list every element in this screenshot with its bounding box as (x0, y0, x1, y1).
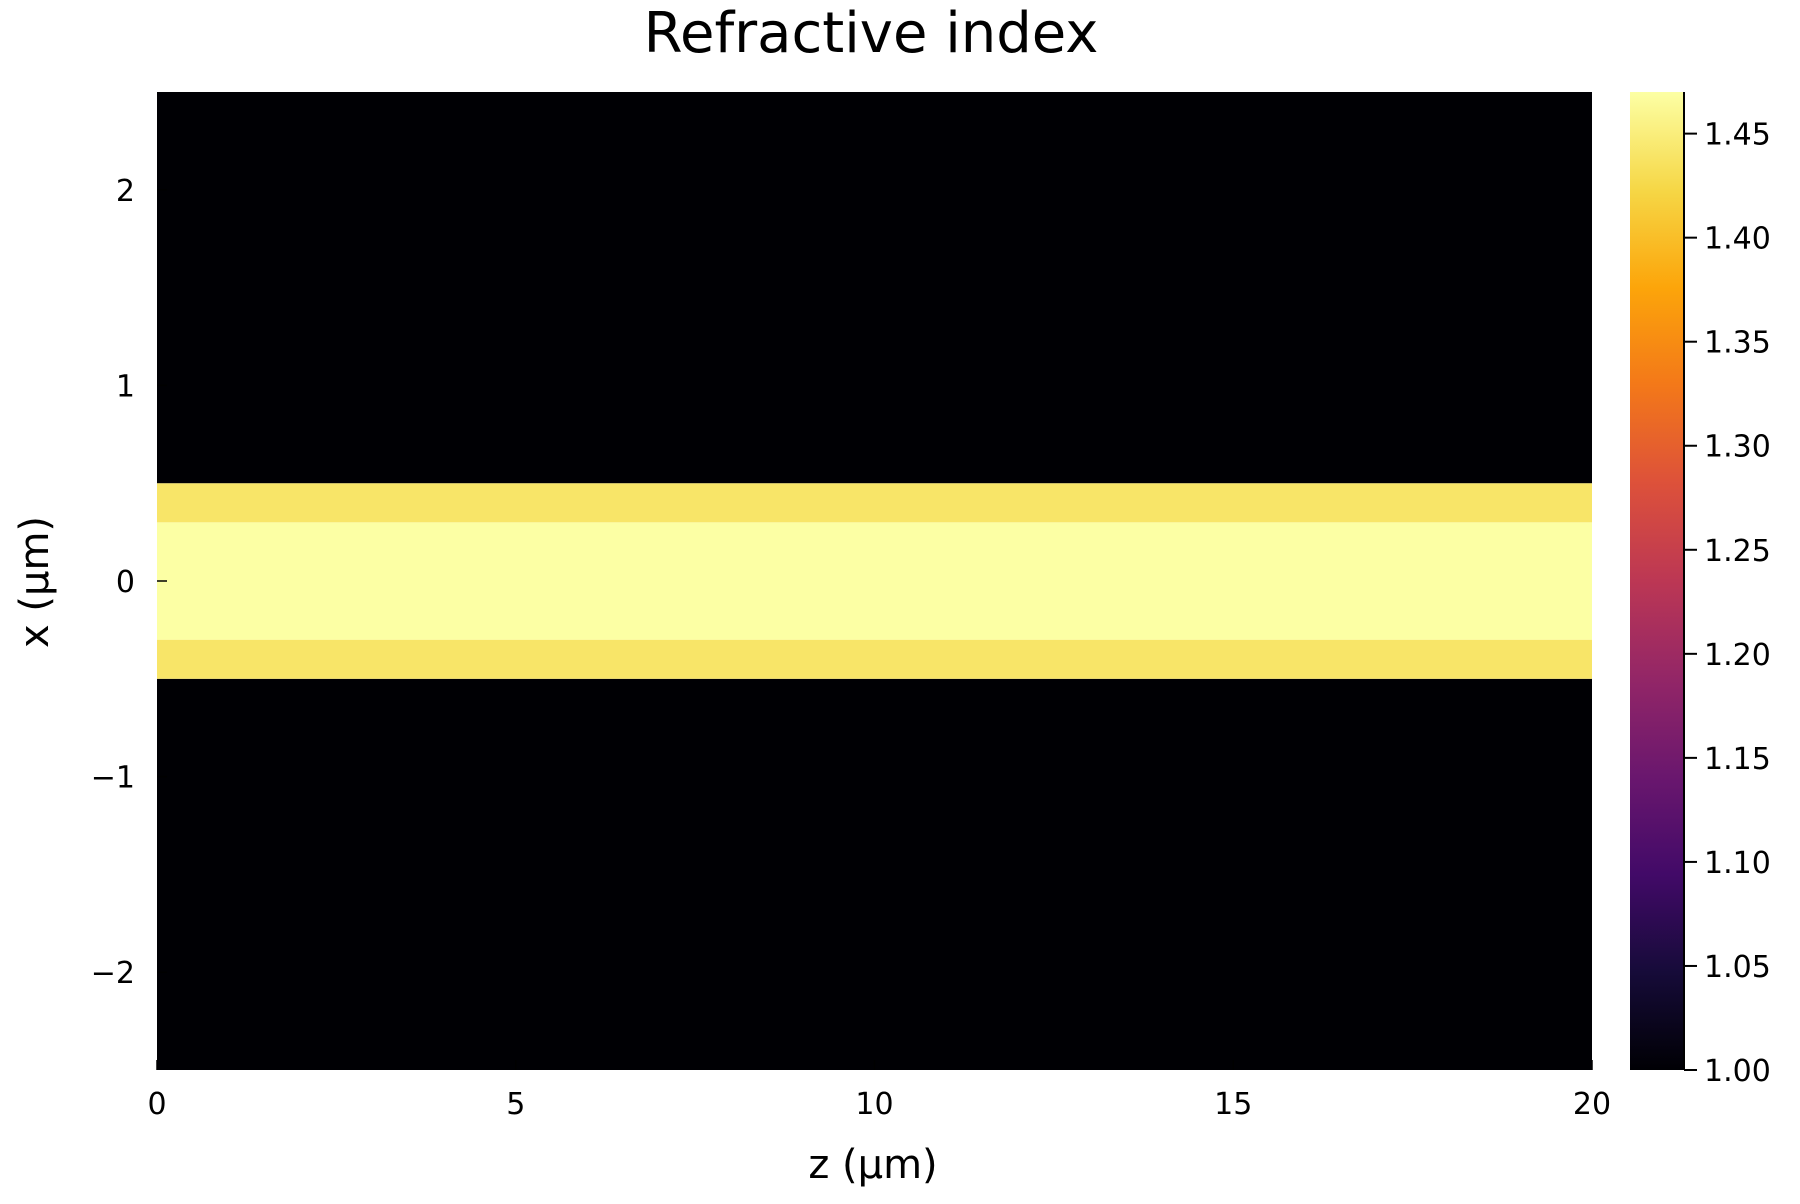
colorbar-gradient (1630, 92, 1684, 1070)
x-tick-label: 5 (506, 1087, 525, 1122)
x-tick-label: 10 (855, 1087, 893, 1122)
colorbar-ticks: 1.00 1.05 1.10 1.15 1.20 1.25 1.30 1.35 1.40 1.45 (1684, 118, 1771, 1089)
heatmap-band-4 (157, 92, 1592, 484)
heatmap-band-0 (157, 678, 1592, 1070)
colorbar-tick-label: 1.45 (1704, 118, 1771, 153)
heatmap-band-1 (157, 639, 1592, 679)
x-tick-label: 20 (1573, 1087, 1611, 1122)
colorbar-tick-label: 1.00 (1704, 1054, 1771, 1089)
y-tick-label: 1 (116, 369, 135, 404)
y-tick-label: 0 (116, 565, 135, 600)
x-axis-label: z (µm) (808, 1142, 937, 1188)
y-axis-label: x (µm) (12, 516, 58, 648)
colorbar-tick-label: 1.20 (1704, 638, 1771, 673)
chart-title: Refractive index (644, 1, 1099, 66)
colorbar-tick-label: 1.05 (1704, 950, 1771, 985)
colorbar-tick-label: 1.15 (1704, 742, 1771, 777)
colorbar-tick-label: 1.30 (1704, 430, 1771, 465)
colorbar-tick-label: 1.25 (1704, 534, 1771, 569)
y-tick-label: 2 (116, 174, 135, 209)
heatmap-band-3 (157, 483, 1592, 523)
y-tick-label: −2 (91, 956, 135, 991)
heatmap-cells (157, 92, 1592, 1070)
heatmap-band-2 (157, 522, 1592, 640)
x-axis: 0 5 10 15 20 (147, 1060, 1611, 1122)
y-tick-label: −1 (91, 761, 135, 796)
colorbar: 1.00 1.05 1.10 1.15 1.20 1.25 1.30 1.35 1.40 1.45 (1630, 92, 1771, 1089)
x-tick-label: 15 (1214, 1087, 1252, 1122)
colorbar-tick-label: 1.10 (1704, 846, 1771, 881)
x-tick-label: 0 (147, 1087, 166, 1122)
y-axis: −2 −1 0 1 2 (91, 174, 167, 991)
colorbar-tick-label: 1.40 (1704, 222, 1771, 257)
colorbar-tick-label: 1.35 (1704, 326, 1771, 361)
